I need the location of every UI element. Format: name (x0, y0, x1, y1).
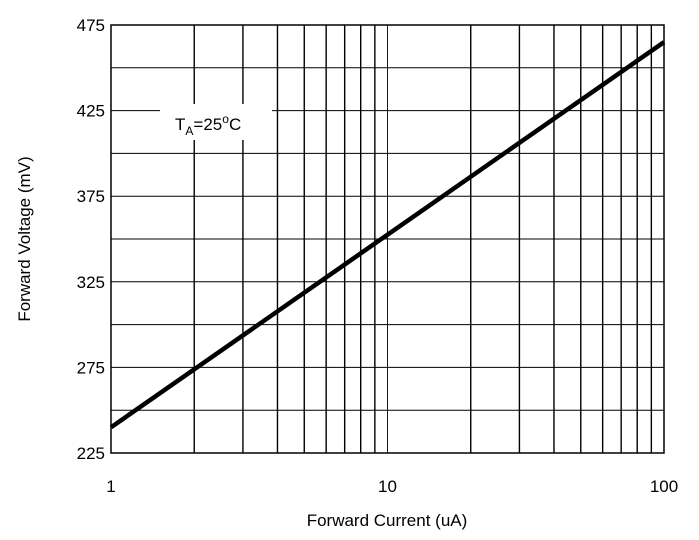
annotation-background (160, 104, 272, 140)
y-tick-label: 425 (77, 102, 105, 121)
x-tick-label: 10 (378, 477, 397, 496)
y-tick-label: 475 (77, 16, 105, 35)
y-tick-label: 225 (77, 444, 105, 463)
x-tick-label: 100 (650, 477, 678, 496)
temperature-annotation: TA=25oC (175, 112, 241, 138)
series-line (109, 40, 666, 430)
x-axis-title: Forward Current (uA) (307, 511, 468, 530)
x-tick-labels: 1 10 100 (106, 477, 678, 496)
grid (111, 25, 664, 453)
y-tick-label: 325 (77, 273, 105, 292)
y-axis-title: Forward Voltage (mV) (15, 156, 34, 321)
plot-frame (110, 24, 665, 454)
x-tick-label: 1 (106, 477, 115, 496)
y-tick-labels: 225 275 325 375 425 475 (77, 16, 105, 463)
y-tick-label: 375 (77, 187, 105, 206)
y-tick-label: 275 (77, 358, 105, 377)
series-layer (109, 40, 666, 430)
